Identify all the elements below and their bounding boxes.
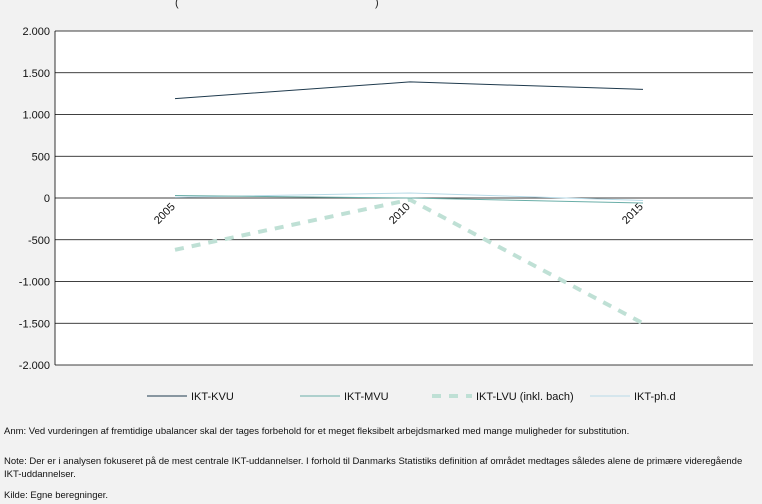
legend-label: IKT-KVU <box>191 391 234 403</box>
legend: IKT-KVU IKT-MVU IKT-LVU (inkl. bach) IKT-ph… <box>147 391 676 403</box>
methodology-note: Note: Der er i analysen fokuseret på de … <box>4 456 743 480</box>
y-tick-label: 500 <box>32 151 50 163</box>
y-tick-label: 2.000 <box>22 26 50 38</box>
y-tick-label: 1.500 <box>22 68 50 80</box>
legend-label: IKT-ph.d <box>634 391 676 403</box>
series-line-ikt-kvu <box>174 81 644 100</box>
y-tick-label: 0 <box>44 193 50 205</box>
y-tick-label: -2.000 <box>19 360 50 372</box>
series-line-ikt-mvu <box>174 195 644 204</box>
gridlines <box>54 30 753 366</box>
y-tick-label: -500 <box>28 235 50 247</box>
legend-label: IKT-MVU <box>344 391 389 403</box>
series-lines <box>174 81 644 326</box>
y-axis-tick-labels: 2.000 1.500 1.000 500 0 -500 -1.000 -1.500 -2.00… <box>19 26 50 372</box>
y-tick-label: 1.000 <box>22 110 50 122</box>
line-chart: ( ) 2.000 1.500 1.000 500 0 -500 -1.000 -1.500 -… <box>19 0 753 403</box>
y-tick-label: -1.500 <box>19 318 50 330</box>
series-line-ikt-lvu-inkl-bach <box>174 197 644 326</box>
legend-label: IKT-LVU (inkl. bach) <box>476 391 574 403</box>
y-tick-label: -1.000 <box>19 277 50 289</box>
annotation-note: Anm: Ved vurderingen af fremtidige ubala… <box>4 426 630 437</box>
chart-title-fragment: ( <box>175 0 179 9</box>
source-note: Kilde: Egne beregninger. <box>4 490 109 501</box>
series-line-ikt-ph-d <box>174 192 644 201</box>
chart-title-fragment-end: ) <box>375 0 379 9</box>
